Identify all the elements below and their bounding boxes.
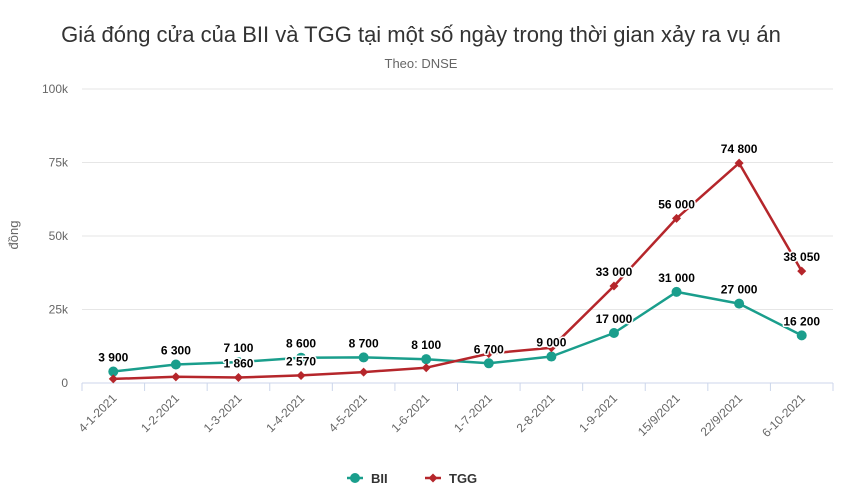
data-point-tgg[interactable] [484,349,494,359]
y-tick-label: 0 [61,376,68,390]
y-axis-label: đồng [6,221,21,250]
x-tick-label: 1-7-2021 [451,391,495,435]
data-label-tgg: 33 000 [596,265,633,279]
x-tick-label: 1-6-2021 [388,391,432,435]
legend-marker [428,473,438,483]
data-label-tgg: 74 800 [721,142,758,156]
data-point-tgg[interactable] [609,281,619,291]
data-point-tgg[interactable] [421,363,431,373]
y-tick-label: 75k [49,156,69,170]
x-tick-label: 2-8-2021 [514,391,558,435]
data-point-bii[interactable] [358,352,369,363]
data-label-bii: 8 700 [349,336,379,350]
legend[interactable]: BII TGG [347,471,477,486]
data-label-bii: 17 000 [596,312,633,326]
data-label-tgg: 56 000 [658,197,695,211]
data-label-bii: 16 200 [783,314,820,328]
data-point-bii[interactable] [108,366,119,377]
data-point-bii[interactable] [671,286,682,297]
y-tick-label: 50k [49,229,69,243]
data-label-bii: 8 100 [411,338,441,352]
data-point-tgg[interactable] [108,374,118,384]
y-tick-label: 25k [49,303,69,317]
data-point-bii[interactable] [296,352,307,363]
data-point-tgg[interactable] [359,367,369,377]
data-point-bii[interactable] [796,330,807,341]
data-label-bii: 3 900 [98,351,128,365]
data-point-tgg[interactable] [546,343,556,353]
data-point-bii[interactable] [608,328,619,339]
legend-label: TGG [449,471,477,486]
data-labels: 3 900 6 300 7 100 8 600 8 700 8 100 6 700 9 000… [97,141,822,372]
chart-title: Giá đóng cửa của BII và TGG tại một số n… [61,22,781,47]
data-label-bii: 31 000 [658,271,695,285]
x-tick-label: 1-4-2021 [263,391,307,435]
data-label-tgg: 1 860 [223,357,253,371]
data-label-tgg: 38 050 [783,250,820,264]
x-tick-label: 15/9/2021 [635,391,683,439]
x-tick-label: 4-1-2021 [76,391,120,435]
data-label-bii: 6 700 [474,342,504,356]
series [108,158,807,384]
axes: 0 25k 50k 75k 100k 4-1-2021 1-2-2021 1-3-2021 1-… [42,82,834,440]
x-tick-label: 22/9/2021 [698,391,746,439]
legend-marker [350,473,360,483]
data-point-bii[interactable] [734,298,745,309]
data-label-bii: 9 000 [536,336,566,350]
data-point-tgg[interactable] [233,373,243,383]
data-point-bii[interactable] [421,354,432,365]
series-line-tgg [113,161,803,381]
x-tick-label: 1-2-2021 [138,391,182,435]
x-tick-label: 4-5-2021 [326,391,370,435]
data-label-bii: 8 600 [286,337,316,351]
y-tick-label: 100k [42,82,69,96]
data-point-bii[interactable] [483,358,494,369]
gridlines [82,88,833,310]
x-tick-label: 1-9-2021 [576,391,620,435]
data-label-bii: 6 300 [161,343,191,357]
data-label-tgg: 2 570 [286,354,316,368]
chart-subtitle: Theo: DNSE [385,56,458,71]
data-point-bii[interactable] [233,357,244,368]
x-tick-label: 6-10-2021 [759,391,808,440]
data-point-tgg[interactable] [734,158,744,168]
data-point-tgg[interactable] [672,213,682,223]
data-label-bii: 27 000 [721,283,758,297]
x-tick-label: 1-3-2021 [201,391,245,435]
data-point-tgg[interactable] [171,372,181,382]
legend-item-bii[interactable]: BII [347,471,388,486]
legend-item-tgg[interactable]: TGG [425,471,477,486]
data-point-bii[interactable] [546,351,557,362]
data-label-bii: 7 100 [223,341,253,355]
data-point-tgg[interactable] [296,370,306,380]
data-point-tgg[interactable] [797,266,807,276]
data-point-bii[interactable] [170,359,181,370]
legend-label: BII [371,471,388,486]
